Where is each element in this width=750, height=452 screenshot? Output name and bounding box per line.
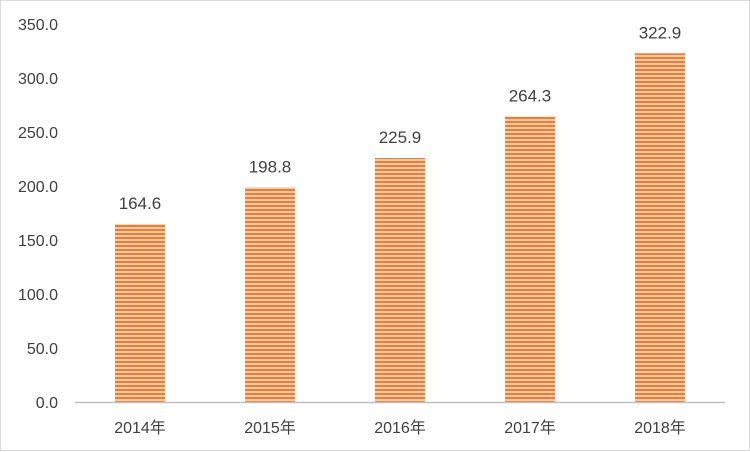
bar-value-label: 164.6 [119,194,162,213]
x-tick-label: 2017年 [504,419,556,437]
y-tick-label: 100.0 [18,287,58,304]
x-axis: 2014年 2015年 2016年 2017年 2018年 [114,419,686,437]
x-tick-label: 2014年 [114,419,166,437]
bar [245,187,295,402]
bar [635,53,685,402]
y-tick-label: 150.0 [18,233,58,250]
bar-value-label: 225.9 [379,128,422,147]
bar [375,158,425,402]
bar [115,224,165,402]
bars [115,53,685,402]
bar [505,116,555,402]
x-tick-label: 2018年 [634,419,686,437]
bar-value-label: 322.9 [639,23,682,42]
y-tick-label: 250.0 [18,125,58,142]
data-labels: 164.6 198.8 225.9 264.3 322.9 [119,23,682,213]
x-tick-label: 2015年 [244,419,296,437]
y-axis: 0.0 50.0 100.0 150.0 200.0 250.0 300.0 350.0 [18,17,58,412]
y-tick-label: 350.0 [18,17,58,34]
y-tick-label: 0.0 [36,395,58,412]
bar-value-label: 264.3 [509,87,552,106]
y-tick-label: 300.0 [18,71,58,88]
y-tick-label: 50.0 [27,341,58,358]
bar-value-label: 198.8 [249,157,292,176]
x-tick-label: 2016年 [374,419,426,437]
y-tick-label: 200.0 [18,179,58,196]
